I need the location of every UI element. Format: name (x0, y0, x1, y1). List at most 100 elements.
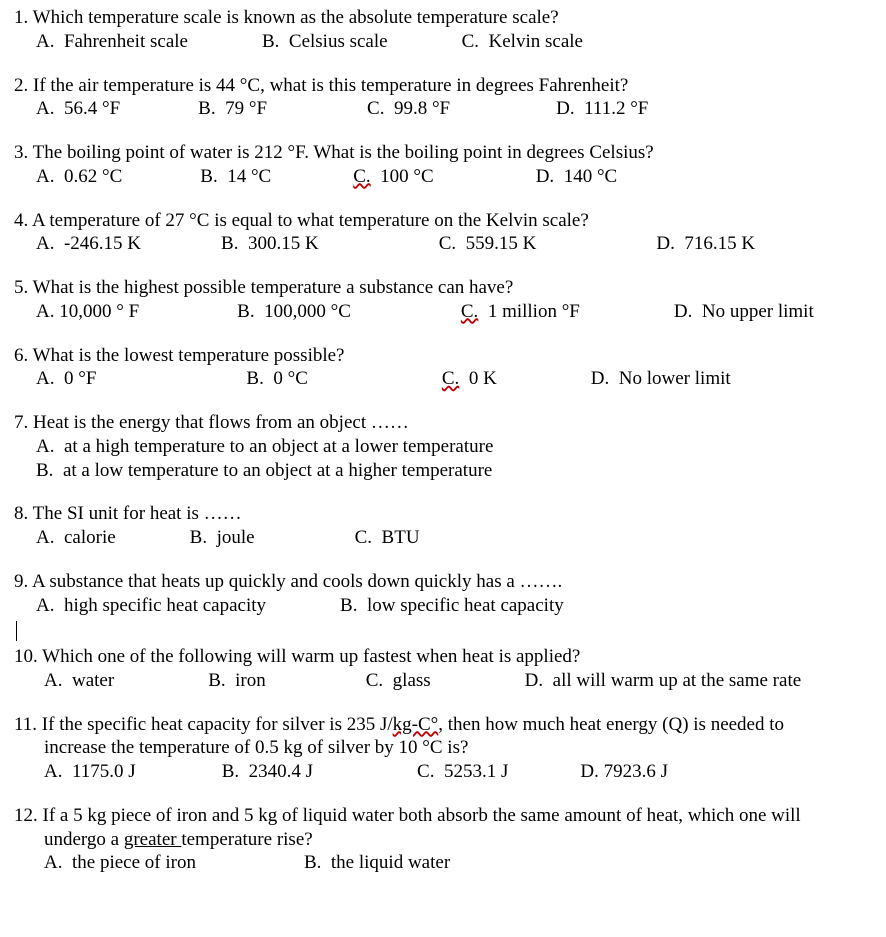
option-text: BTU (382, 527, 420, 548)
question-number: 5. (14, 277, 28, 298)
option-letter: B. (304, 851, 321, 875)
option-text: No upper limit (702, 301, 814, 322)
option-b: B. 79 °F (198, 97, 267, 121)
option-letter: B. (221, 232, 238, 256)
question-prompt: 1. Which temperature scale is known as t… (14, 6, 876, 30)
question-options: A. calorie B. joule C. BTU (14, 526, 876, 550)
option-d: D. No upper limit (674, 300, 814, 324)
option-letter: A. (36, 435, 54, 459)
question-prompt: 2. If the air temperature is 44 °C, what… (14, 74, 876, 98)
cursor-icon (16, 621, 17, 641)
option-letter: A. (36, 526, 54, 550)
option-text: 100 °C (380, 166, 434, 187)
option-text: 99.8 °F (394, 98, 450, 119)
option-b: B. the liquid water (304, 851, 450, 875)
option-text: high specific heat capacity (64, 595, 266, 616)
option-text: 2340.4 J (249, 761, 313, 782)
option-b: B. low specific heat capacity (340, 594, 564, 618)
option-b: B. 100,000 °C (237, 300, 351, 324)
text-cursor (14, 619, 876, 643)
question-options: A. -246.15 K B. 300.15 K C. 559.15 K D. … (14, 232, 876, 256)
option-a: A. -246.15 K (36, 232, 141, 256)
question-10: 10. Which one of the following will warm… (14, 645, 876, 693)
question-3: 3. The boiling point of water is 212 °F.… (14, 141, 876, 189)
option-text: 1 million °F (488, 301, 580, 322)
option-text: 56.4 °F (64, 98, 120, 119)
option-c: C. 0 K (442, 367, 497, 391)
option-c: C. 5253.1 J (417, 760, 508, 784)
option-letter: B. (200, 165, 217, 189)
option-letter: C. (353, 165, 370, 189)
option-letter: D. (674, 300, 692, 324)
question-text: Heat is the energy that flows from an ob… (33, 412, 409, 433)
question-text: If a 5 kg piece of iron and 5 kg of liqu… (43, 805, 801, 826)
option-letter: D. (656, 232, 674, 256)
option-text: 5253.1 J (444, 761, 508, 782)
question-text: A temperature of 27 °C is equal to what … (32, 210, 589, 231)
question-options: A. Fahrenheit scale B. Celsius scale C. … (14, 30, 876, 54)
question-text-line2: increase the temperature of 0.5 kg of si… (44, 737, 468, 758)
option-b: B. iron (208, 669, 266, 693)
option-letter: A. (36, 165, 54, 189)
option-b: B. 2340.4 J (222, 760, 313, 784)
option-c: C. 559.15 K (439, 232, 537, 256)
option-letter: C. (461, 300, 478, 324)
question-options: A. the piece of iron B. the liquid water (14, 851, 876, 875)
option-letter: B. (237, 300, 254, 324)
option-letter: A. (44, 851, 62, 875)
question-options: A. at a high temperature to an object at… (14, 435, 876, 483)
option-text: Celsius scale (289, 31, 388, 52)
question-text: The SI unit for heat is …… (33, 503, 242, 524)
question-prompt: 6. What is the lowest temperature possib… (14, 344, 876, 368)
question-text-underlined: greater (124, 829, 181, 850)
worksheet-page: 1. Which temperature scale is known as t… (0, 0, 886, 885)
question-9: 9. A substance that heats up quickly and… (14, 570, 876, 618)
option-letter: C. (367, 97, 384, 121)
option-letter: A. (36, 594, 54, 618)
question-prompt: 12. If a 5 kg piece of iron and 5 kg of … (14, 804, 876, 828)
option-b: B. 14 °C (200, 165, 271, 189)
option-a: A. 10,000 ° F (36, 300, 139, 324)
option-b: B. at a low temperature to an object at … (36, 459, 876, 483)
question-text-line2b: temperature rise? (181, 829, 312, 850)
option-letter: D. (580, 760, 598, 784)
question-prompt: 4. A temperature of 27 °C is equal to wh… (14, 209, 876, 233)
option-a: A. 56.4 °F (36, 97, 120, 121)
question-number: 9. (14, 571, 28, 592)
option-letter: A. (36, 97, 54, 121)
option-text: glass (393, 670, 431, 691)
question-options: A. water B. iron C. glass D. all will wa… (14, 669, 876, 693)
option-text: 14 °C (227, 166, 271, 187)
option-letter: C. (355, 526, 372, 550)
question-prompt-line2: increase the temperature of 0.5 kg of si… (14, 736, 876, 760)
option-letter: B. (262, 30, 279, 54)
question-number: 10. (14, 646, 38, 667)
option-letter: B. (36, 459, 53, 483)
option-letter: B. (198, 97, 215, 121)
option-letter: B. (208, 669, 225, 693)
option-a: A. the piece of iron (44, 851, 196, 875)
option-a: A. 0.62 °C (36, 165, 122, 189)
option-b: B. joule (190, 526, 255, 550)
question-prompt: 11. If the specific heat capacity for si… (14, 713, 876, 737)
question-number: 1. (14, 7, 28, 28)
option-a: A. water (44, 669, 114, 693)
option-letter: A. (44, 760, 62, 784)
question-1: 1. Which temperature scale is known as t… (14, 6, 876, 54)
option-text: -246.15 K (64, 233, 141, 254)
question-8: 8. The SI unit for heat is …… A. calorie… (14, 502, 876, 550)
option-text: iron (235, 670, 266, 691)
question-prompt: 8. The SI unit for heat is …… (14, 502, 876, 526)
option-letter: C. (462, 30, 479, 54)
question-prompt-line2: undergo a greater temperature rise? (14, 828, 876, 852)
question-options: A. 1175.0 J B. 2340.4 J C. 5253.1 J D. 7… (14, 760, 876, 784)
question-text-part1: If the specific heat capacity for silver… (42, 714, 393, 735)
option-b: B. 0 °C (246, 367, 307, 391)
question-number: 6. (14, 345, 28, 366)
option-text: at a low temperature to an object at a h… (63, 460, 492, 481)
option-letter: C. (417, 760, 434, 784)
option-letter: A. (36, 232, 54, 256)
option-letter: D. (591, 367, 609, 391)
option-text: 7923.6 J (604, 761, 668, 782)
question-7: 7. Heat is the energy that flows from an… (14, 411, 876, 482)
